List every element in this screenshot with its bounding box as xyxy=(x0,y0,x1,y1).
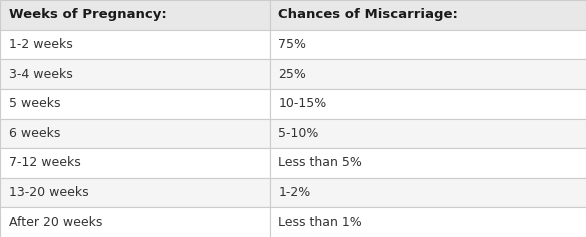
Bar xyxy=(0,0,270,30)
Text: 13-20 weeks: 13-20 weeks xyxy=(9,186,88,199)
Bar xyxy=(270,89,586,118)
Text: 10-15%: 10-15% xyxy=(278,97,326,110)
Bar xyxy=(270,0,586,30)
Text: 1-2 weeks: 1-2 weeks xyxy=(9,38,73,51)
Text: 25%: 25% xyxy=(278,68,306,81)
Text: 5-10%: 5-10% xyxy=(278,127,319,140)
Text: 7-12 weeks: 7-12 weeks xyxy=(9,156,80,169)
Text: 1-2%: 1-2% xyxy=(278,186,311,199)
Text: 75%: 75% xyxy=(278,38,306,51)
Bar xyxy=(270,207,586,237)
Bar xyxy=(0,207,270,237)
Bar xyxy=(0,89,270,118)
Bar xyxy=(270,148,586,178)
Bar xyxy=(0,178,270,207)
Text: Chances of Miscarriage:: Chances of Miscarriage: xyxy=(278,8,458,21)
Bar xyxy=(270,59,586,89)
Bar xyxy=(270,178,586,207)
Text: 6 weeks: 6 weeks xyxy=(9,127,60,140)
Bar xyxy=(0,30,270,59)
Text: After 20 weeks: After 20 weeks xyxy=(9,216,102,229)
Bar xyxy=(0,59,270,89)
Text: 5 weeks: 5 weeks xyxy=(9,97,60,110)
Bar xyxy=(270,30,586,59)
Bar xyxy=(0,148,270,178)
Text: 3-4 weeks: 3-4 weeks xyxy=(9,68,73,81)
Text: Less than 1%: Less than 1% xyxy=(278,216,362,229)
Bar xyxy=(270,118,586,148)
Text: Weeks of Pregnancy:: Weeks of Pregnancy: xyxy=(9,8,166,21)
Text: Less than 5%: Less than 5% xyxy=(278,156,362,169)
Bar xyxy=(0,118,270,148)
